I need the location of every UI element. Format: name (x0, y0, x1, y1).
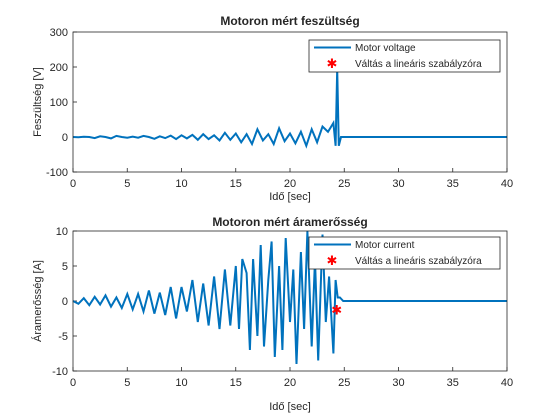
voltage-x-tick-label: 5 (124, 178, 130, 190)
current-y-tick-label: 0 (62, 296, 68, 308)
current-axes-box (72, 230, 508, 372)
voltage-y-tick-label: 0 (62, 132, 68, 144)
current-x-tick-label: 25 (338, 377, 350, 389)
voltage-axes-box (72, 31, 508, 173)
current-legend-label-switch: Váltás a lineáris szabályzóra (355, 256, 482, 267)
voltage-x-tick-label: 25 (338, 178, 350, 190)
voltage-x-tick-label: 35 (447, 178, 459, 190)
current-y-tick-label: 5 (62, 261, 68, 273)
voltage-x-tick-label: 40 (501, 178, 513, 190)
voltage-x-tick-label: 20 (284, 178, 296, 190)
voltage-y-tick-label: 300 (50, 27, 68, 39)
current-x-tick-label: 20 (284, 377, 296, 389)
current-x-ticks: 0 5 10 15 20 25 30 35 40 (70, 367, 513, 389)
current-switch-marker: ✱ (331, 302, 342, 317)
voltage-x-axis-label: Idő [sec] (269, 191, 311, 203)
current-y-tick-label: 10 (56, 226, 68, 238)
voltage-y-tick-label: -100 (46, 167, 68, 179)
current-switch-markers: ✱ (331, 302, 342, 317)
current-legend-label-series: Motor current (355, 240, 415, 251)
current-y-axis-label: Áramerősség [A] (31, 260, 44, 342)
voltage-x-tick-label: 0 (70, 178, 76, 190)
current-y-tick-label: -5 (58, 331, 68, 343)
voltage-legend-label-switch: Váltás a lineáris szabályzóra (355, 59, 482, 70)
voltage-legend-label-series: Motor voltage (355, 43, 416, 54)
current-x-tick-label: 30 (392, 377, 404, 389)
current-x-tick-label: 15 (230, 377, 242, 389)
current-legend-box (308, 236, 501, 270)
current-series-line (72, 230, 507, 365)
current-chart-title: Motoron mért áramerősség (212, 215, 367, 229)
voltage-legend: Motor voltage ✱ Váltás a lineáris szabál… (308, 39, 501, 73)
current-legend: Motor current ✱ Váltás a lineáris szabál… (308, 236, 501, 270)
current-x-tick-label: 35 (447, 377, 459, 389)
voltage-legend-box (308, 39, 501, 73)
current-subplot: Motoron mért áramerősség -10 -5 0 5 10 0 5 10 1… (31, 215, 513, 413)
voltage-x-tick-label: 15 (230, 178, 242, 190)
current-x-tick-label: 0 (70, 377, 76, 389)
voltage-chart-title: Motoron mért feszültség (220, 14, 359, 28)
voltage-x-tick-label: 10 (175, 178, 187, 190)
current-x-tick-label: 40 (501, 377, 513, 389)
voltage-x-ticks: 0 5 10 15 20 25 30 35 40 (70, 168, 513, 190)
voltage-y-axis-label: Feszültség [V] (32, 67, 44, 137)
current-legend-star-swatch: ✱ (327, 253, 338, 268)
current-y-ticks: -10 -5 0 5 10 (52, 226, 77, 378)
voltage-y-tick-label: 100 (50, 97, 68, 109)
voltage-series-line (72, 68, 507, 149)
voltage-legend-star-swatch: ✱ (327, 56, 338, 71)
voltage-y-ticks: -100 0 100 200 300 (46, 27, 77, 179)
voltage-y-tick-label: 200 (50, 62, 68, 74)
current-x-tick-label: 10 (175, 377, 187, 389)
current-x-axis-label: Idő [sec] (269, 401, 311, 413)
voltage-x-tick-label: 30 (392, 178, 404, 190)
current-x-tick-label: 5 (124, 377, 130, 389)
current-y-tick-label: -10 (52, 366, 68, 378)
